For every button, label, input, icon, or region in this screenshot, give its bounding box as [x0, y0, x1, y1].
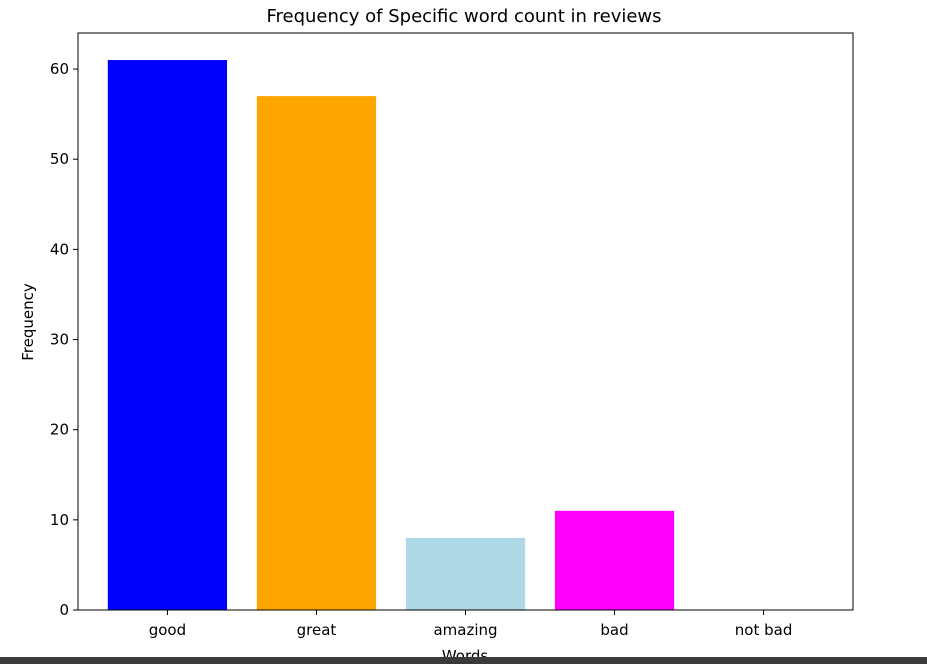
bars-layer — [107, 60, 675, 610]
x-tick-label: not bad — [735, 621, 793, 639]
bar-bad — [554, 510, 675, 610]
y-tick-label: 30 — [50, 331, 69, 349]
chart-title: Frequency of Specific word count in revi… — [266, 6, 661, 27]
y-axis-label: Frequency — [19, 283, 37, 361]
y-tick-label: 50 — [50, 150, 69, 168]
x-tick-label: bad — [600, 621, 628, 639]
x-tick-label: good — [149, 621, 186, 639]
y-tick-label: 0 — [59, 601, 69, 619]
x-tick-label: great — [297, 621, 337, 639]
bar-great — [256, 96, 377, 610]
bar-good — [107, 60, 228, 610]
y-tick-label: 60 — [50, 60, 69, 78]
window-bottom-edge — [0, 657, 927, 664]
x-tick-label: amazing — [433, 621, 497, 639]
bar-amazing — [405, 537, 526, 610]
y-tick-label: 10 — [50, 511, 69, 529]
y-tick-label: 20 — [50, 421, 69, 439]
x-axis: good great amazing bad not bad — [149, 610, 793, 639]
y-axis: 0 10 20 30 40 50 60 — [50, 60, 78, 619]
y-tick-label: 40 — [50, 240, 69, 258]
